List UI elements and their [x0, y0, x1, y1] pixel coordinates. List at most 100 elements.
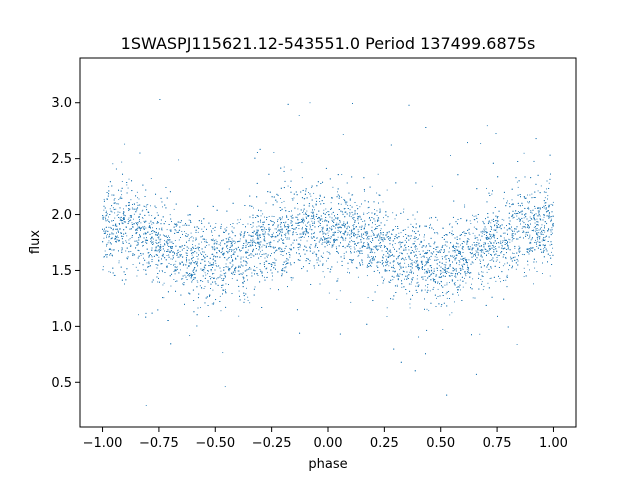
- data-point: [509, 256, 511, 258]
- data-point: [380, 239, 382, 241]
- data-point: [351, 262, 353, 264]
- data-point: [378, 237, 380, 239]
- data-point: [139, 219, 140, 220]
- data-point: [540, 185, 542, 187]
- data-point: [115, 228, 117, 230]
- data-point: [410, 283, 412, 285]
- data-point: [481, 271, 483, 273]
- data-point: [178, 159, 180, 161]
- data-point: [368, 212, 370, 214]
- data-point: [254, 286, 256, 288]
- data-point: [266, 267, 268, 269]
- data-point: [273, 240, 275, 242]
- data-point: [194, 245, 196, 247]
- data-point: [502, 232, 504, 234]
- data-point: [458, 251, 459, 252]
- data-point: [501, 245, 503, 247]
- data-point: [106, 237, 108, 239]
- data-point: [357, 276, 359, 278]
- data-point: [233, 240, 235, 242]
- data-point: [517, 186, 519, 188]
- data-point: [212, 238, 214, 240]
- data-point: [261, 246, 263, 248]
- data-point: [315, 243, 317, 244]
- data-point: [535, 239, 536, 241]
- data-point: [138, 227, 140, 229]
- data-point: [360, 250, 362, 252]
- data-point: [140, 222, 142, 224]
- data-point: [355, 266, 357, 268]
- data-point: [469, 233, 471, 235]
- data-point: [247, 249, 249, 251]
- data-point: [129, 238, 131, 240]
- data-point: [392, 246, 394, 248]
- data-point: [419, 243, 421, 245]
- data-point: [453, 301, 455, 303]
- data-point: [383, 217, 384, 219]
- data-point: [421, 290, 423, 292]
- data-point: [215, 223, 217, 224]
- data-point: [333, 235, 335, 236]
- data-point: [420, 256, 422, 258]
- data-point: [349, 204, 351, 206]
- data-point: [200, 252, 201, 254]
- data-point: [127, 218, 129, 220]
- data-point: [437, 282, 438, 284]
- data-point: [429, 224, 431, 226]
- data-point: [132, 264, 134, 265]
- data-point: [482, 289, 484, 291]
- data-point: [112, 255, 113, 257]
- data-point: [328, 243, 330, 245]
- data-point: [527, 194, 528, 196]
- data-point: [508, 203, 510, 205]
- data-point: [382, 262, 384, 264]
- data-point: [119, 217, 121, 219]
- data-point: [102, 266, 104, 268]
- data-point: [416, 238, 418, 240]
- data-point: [429, 275, 431, 277]
- data-point: [140, 254, 142, 256]
- data-point: [303, 231, 305, 232]
- data-point: [257, 241, 259, 243]
- data-point: [402, 258, 404, 260]
- data-point: [263, 276, 265, 278]
- data-point: [361, 227, 363, 229]
- data-point: [496, 259, 498, 261]
- data-point: [431, 185, 433, 187]
- data-point: [232, 260, 234, 262]
- data-point: [303, 213, 305, 215]
- data-point: [370, 261, 372, 263]
- data-point: [247, 223, 249, 225]
- data-point: [436, 251, 438, 253]
- data-point: [546, 222, 548, 224]
- data-point: [250, 268, 252, 270]
- data-point: [473, 226, 475, 228]
- data-point: [352, 231, 354, 233]
- data-point: [446, 245, 448, 247]
- data-point: [440, 305, 442, 307]
- data-point: [374, 223, 376, 225]
- data-point: [358, 254, 360, 256]
- data-point: [103, 209, 105, 211]
- data-point: [378, 233, 380, 235]
- data-point: [320, 255, 322, 257]
- data-point: [262, 244, 264, 246]
- data-point: [474, 235, 476, 237]
- data-point: [292, 231, 294, 233]
- data-point: [314, 240, 316, 241]
- data-point: [236, 249, 238, 251]
- data-point: [283, 200, 285, 202]
- data-point: [518, 251, 520, 253]
- data-point: [503, 237, 505, 239]
- data-point: [329, 216, 331, 218]
- data-point: [368, 217, 370, 219]
- data-point: [343, 252, 345, 254]
- data-point: [115, 208, 117, 210]
- data-point: [512, 217, 514, 219]
- data-point: [213, 273, 215, 274]
- data-point: [314, 267, 316, 269]
- data-point: [489, 238, 491, 240]
- data-point: [533, 230, 535, 232]
- data-point: [266, 255, 268, 257]
- data-point: [483, 231, 485, 233]
